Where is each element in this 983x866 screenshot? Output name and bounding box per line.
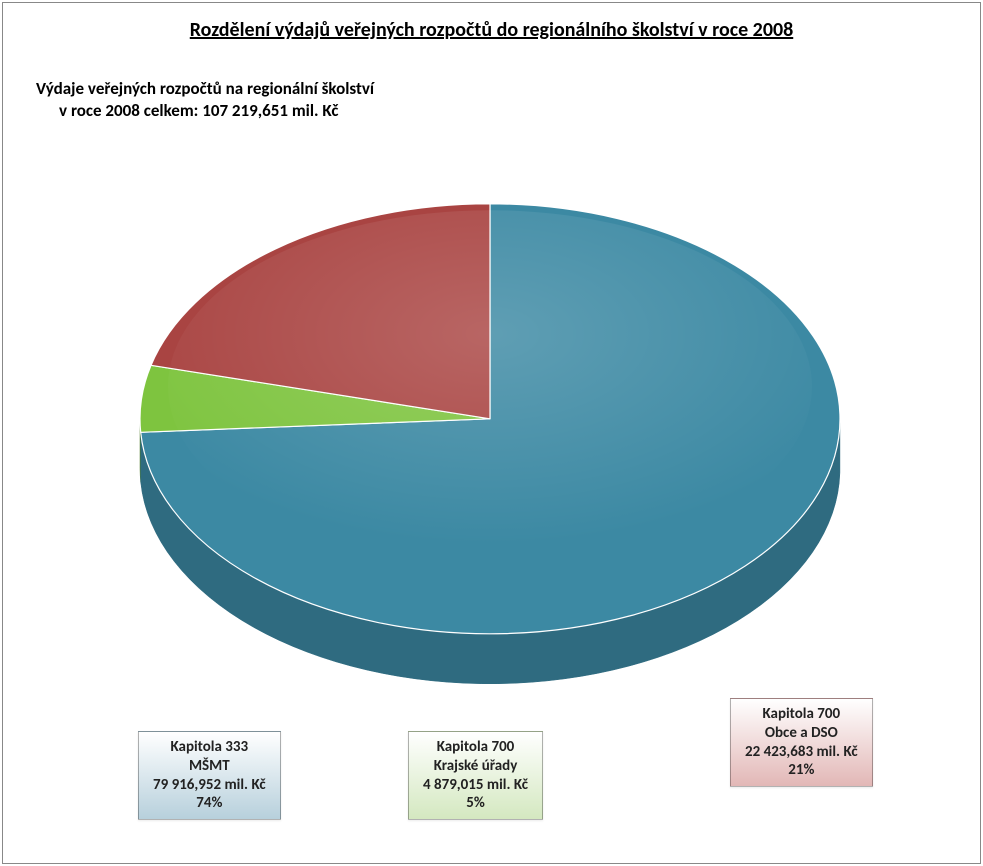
- slice-label: Kapitola 333 MŠMT 79 916,952 mil. Kč 74%: [138, 731, 281, 820]
- slice-label: Kapitola 700 Obce a DSO 22 423,683 mil. …: [730, 698, 873, 787]
- slice-label: Kapitola 700 Krajské úřady 4 879,015 mil…: [408, 731, 543, 820]
- chart-subtitle: Výdaje veřejných rozpočtů na regionální …: [36, 78, 374, 122]
- pie-chart: [120, 150, 860, 710]
- chart-title: Rozdělení výdajů veřejných rozpočtů do r…: [0, 18, 983, 42]
